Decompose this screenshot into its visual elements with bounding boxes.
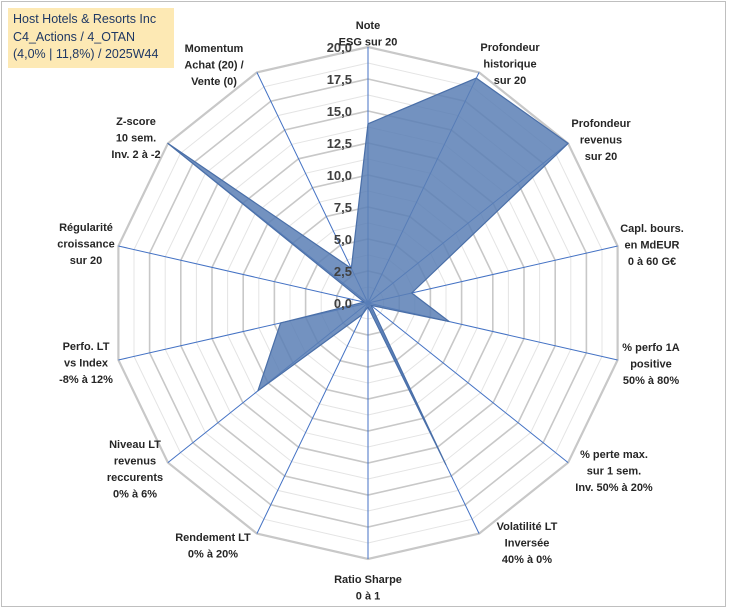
axis-label-12-line-0: Z-score [116,116,156,128]
spoke-8 [256,302,369,534]
axis-label-3-line-1: en MdEUR [625,240,680,252]
axis-label-6: Volatilité LT Inversée 40% à 0% [497,521,558,566]
axis-label-3-line-2: 0 à 60 G€ [628,256,676,268]
axis-label-2-line-2: sur 20 [585,151,617,163]
axis-label-0-line-1: ESG sur 20 [339,37,398,49]
axis-label-8-line-0: Rendement LT [175,532,251,544]
title-category: C4_Actions / 4_OTAN [13,29,136,44]
axis-label-13: Momentum Achat (20) / Vente (0) [184,43,243,88]
axis-label-2-line-1: revenus [580,135,622,147]
spoke-5 [367,302,569,463]
axis-label-4-line-1: positive [630,359,672,371]
axis-label-9-line-2: reccurents [107,472,163,484]
axis-label-10-line-0: Perfo. LT [63,341,110,353]
axis-label-12-line-2: Inv. 2 à -2 [111,149,160,161]
axis-label-9-line-3: 0% à 6% [113,489,157,501]
tick-label-8: 20,0 [327,40,352,55]
axis-label-3: Capl. bours. en MdEUR 0 à 60 G€ [620,223,684,268]
axis-label-1-line-0: Profondeur [480,42,540,54]
axis-label-13-line-2: Vente (0) [191,76,237,88]
title-company: Host Hotels & Resorts Inc [13,12,157,26]
tick-label-6: 15,0 [327,104,352,119]
axis-label-5-line-1: sur 1 sem. [587,466,641,478]
axis-label-6-line-0: Volatilité LT [497,521,558,533]
axis-label-8-line-1: 0% à 20% [188,549,238,561]
axis-label-10-line-2: -8% à 12% [59,374,113,386]
data-series-area [167,77,569,466]
axis-label-1-line-1: historique [483,59,536,71]
axis-label-1: Profondeur historique sur 20 [480,42,540,87]
tick-label-1: 2,5 [334,264,352,279]
tick-label-0: 0,0 [334,296,352,311]
axis-label-7: Ratio Sharpe 0 à 1 [334,574,402,603]
axis-label-2-line-0: Profondeur [571,118,631,130]
axis-label-4: % perfo 1A positive 50% à 80% [622,342,680,387]
axis-label-13-line-1: Achat (20) / [184,60,243,72]
axis-label-8: Rendement LT 0% à 20% [175,532,251,561]
tick-label-5: 12,5 [327,136,352,151]
axis-label-2: Profondeur revenus sur 20 [571,118,631,163]
axis-label-11-line-1: croissance [57,239,114,251]
axis-label-5-line-0: % perte max. [580,449,648,461]
axis-label-5: % perte max. sur 1 sem. Inv. 50% à 20% [575,449,653,494]
tick-label-3: 7,5 [334,200,352,215]
axis-label-3-line-0: Capl. bours. [620,223,684,235]
axis-label-5-line-2: Inv. 50% à 20% [575,482,653,494]
axis-label-1-line-2: sur 20 [494,75,526,87]
axis-label-4-line-2: 50% à 80% [623,375,679,387]
axis-label-12-line-1: 10 sem. [116,133,156,145]
axis-label-9-line-1: revenus [114,456,156,468]
axis-label-0: Note ESG sur 20 [339,20,398,49]
axis-label-6-line-2: 40% à 0% [502,554,552,566]
tick-label-7: 17,5 [327,72,352,87]
axis-label-7-line-1: 0 à 1 [356,591,380,603]
axis-label-11: Régularité croissance sur 20 [57,222,114,267]
axis-label-9: Niveau LT revenus reccurents 0% à 6% [107,439,163,501]
chart-title-box: Host Hotels & Resorts Inc C4_Actions / 4… [8,8,174,68]
axis-label-13-line-0: Momentum [185,43,244,55]
tick-label-2: 5,0 [334,232,352,247]
axis-label-0-line-0: Note [356,20,380,32]
tick-label-4: 10,0 [327,168,352,183]
axis-label-9-line-0: Niveau LT [109,439,161,451]
axis-label-10: Perfo. LT vs Index -8% à 12% [59,341,113,386]
title-performance: (4,0% | 11,8%) / 2025W44 [13,47,159,61]
axis-label-11-line-2: sur 20 [70,255,102,267]
axis-label-7-line-0: Ratio Sharpe [334,574,402,586]
spoke-13 [256,72,369,304]
axis-label-6-line-1: Inversée [505,538,550,550]
axis-label-10-line-1: vs Index [64,358,109,370]
axis-label-11-line-0: Régularité [59,222,113,234]
axis-label-12: Z-score 10 sem. Inv. 2 à -2 [111,116,160,161]
spoke-11 [118,245,369,304]
axis-label-4-line-0: % perfo 1A [622,342,680,354]
